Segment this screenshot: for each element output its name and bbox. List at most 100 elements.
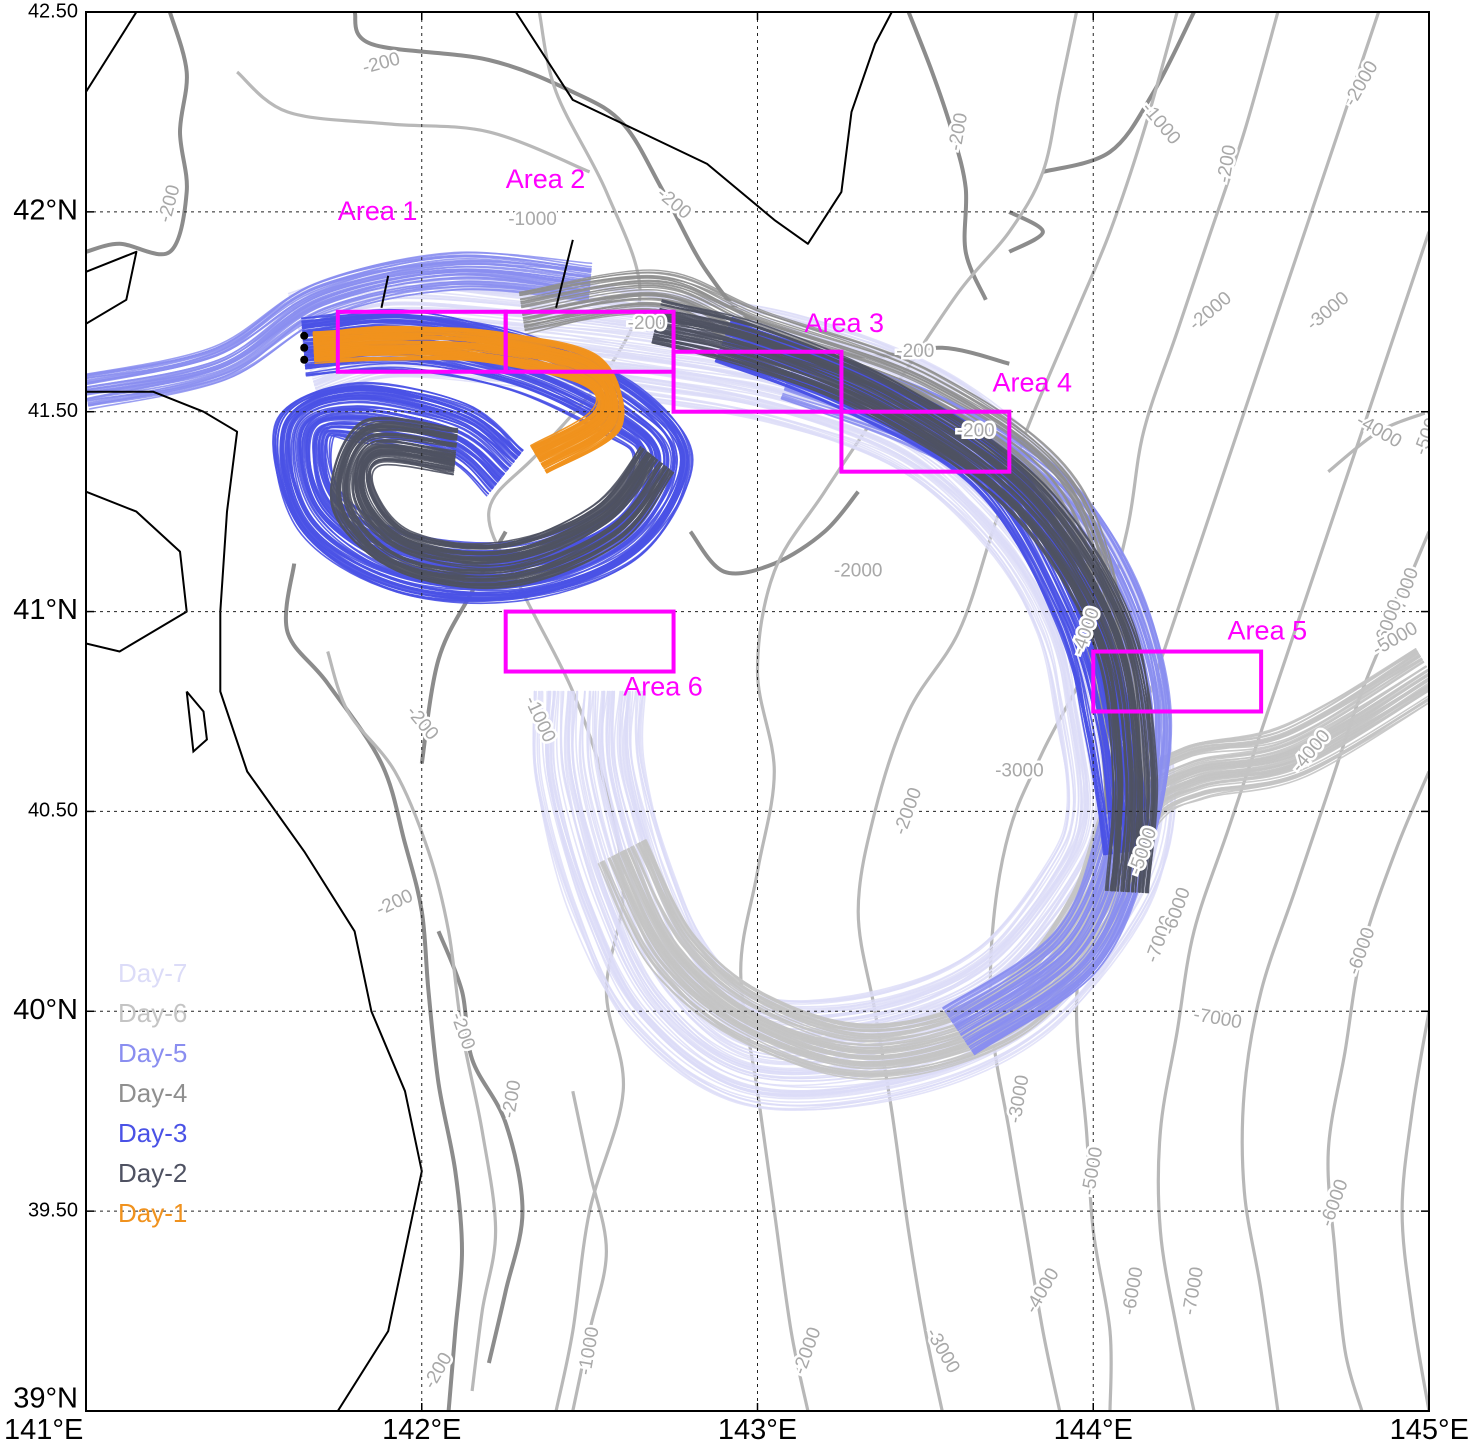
trajectory-line bbox=[658, 313, 1143, 893]
trajectory-line bbox=[86, 273, 590, 394]
trajectory-line bbox=[86, 252, 593, 376]
trajectory-line bbox=[358, 446, 652, 559]
trajectory-line bbox=[356, 443, 656, 561]
shallow-contour-line bbox=[86, 12, 189, 257]
legend-entry: Day-7 bbox=[118, 958, 187, 988]
release-point bbox=[300, 331, 309, 340]
contour-label: -1000 bbox=[508, 209, 557, 230]
area-box bbox=[503, 309, 676, 374]
trajectory-line bbox=[313, 348, 607, 455]
trajectories-day-1 bbox=[312, 325, 625, 474]
legend-entry: Day-5 bbox=[118, 1038, 187, 1068]
trajectory-line bbox=[645, 649, 1418, 1029]
coastline-segment bbox=[86, 250, 138, 325]
y-tick-label: 41°N bbox=[13, 594, 78, 626]
area-label: Area 6 bbox=[623, 672, 703, 702]
area-label: Area 5 bbox=[1228, 616, 1308, 646]
deep-contour-line bbox=[1327, 410, 1429, 473]
shallow-contour-line bbox=[283, 563, 464, 1411]
trajectory-line bbox=[313, 342, 617, 466]
deep-contour-line bbox=[1326, 770, 1429, 1411]
trajectory-line bbox=[313, 345, 609, 459]
trajectory-line bbox=[651, 341, 1115, 892]
y-tick-label: 39.50 bbox=[28, 1199, 78, 1221]
coastline-segment bbox=[86, 490, 188, 653]
trajectory-line bbox=[616, 678, 1429, 1058]
deep-contour-line bbox=[571, 1090, 608, 1411]
trajectory-line bbox=[333, 420, 671, 587]
legend-entry: Day-1 bbox=[118, 1198, 187, 1228]
trajectory-line bbox=[86, 277, 590, 396]
y-tick-label: 42°N bbox=[13, 195, 78, 227]
coastline-segment bbox=[86, 12, 138, 93]
trajectory-line bbox=[658, 310, 1148, 893]
x-tick-label: 144°E bbox=[1054, 1414, 1133, 1441]
trajectory-line bbox=[654, 328, 1128, 892]
deep-contour-line bbox=[988, 12, 1280, 1411]
shallow-contour-line bbox=[906, 12, 988, 301]
legend: Day-7 Day-6 Day-5 Day-4 Day-3 Day-2 Day-1 bbox=[118, 958, 187, 1228]
legend-entry: Day-2 bbox=[118, 1158, 187, 1188]
x-tick-label: 145°E bbox=[1390, 1414, 1469, 1441]
deep-contour-line bbox=[487, 12, 642, 1411]
area-label: Area 2 bbox=[506, 164, 586, 194]
legend-entry: Day-3 bbox=[118, 1118, 187, 1148]
area-label: Area 3 bbox=[805, 308, 885, 338]
contour-label: -200 bbox=[628, 313, 666, 334]
contour-label: -3000 bbox=[995, 760, 1044, 781]
trajectory-line bbox=[86, 260, 592, 379]
deep-contour-line bbox=[856, 12, 1179, 1411]
release-point bbox=[300, 355, 309, 364]
area-label: Area 4 bbox=[993, 368, 1073, 398]
legend-entry: Day-6 bbox=[118, 998, 187, 1028]
area-leader-line bbox=[380, 275, 390, 308]
contour-label: -2000 bbox=[834, 561, 883, 582]
trajectory-line bbox=[343, 428, 667, 580]
trajectory-line bbox=[654, 329, 1128, 892]
trajectory-line bbox=[660, 303, 1155, 894]
trajectory-line bbox=[312, 325, 624, 474]
deep-contour-line bbox=[1240, 530, 1429, 1411]
deep-contour-line bbox=[236, 70, 591, 174]
deep-contour-line bbox=[1156, 231, 1429, 1411]
y-tick-label: 40.50 bbox=[28, 800, 78, 822]
contour-label: -200 bbox=[957, 421, 995, 442]
release-points bbox=[300, 331, 309, 364]
x-tick-label: 141°E bbox=[4, 1414, 83, 1441]
trajectory-line bbox=[313, 337, 616, 466]
area-box bbox=[671, 349, 844, 414]
trajectory-line bbox=[334, 422, 672, 586]
deep-contour-line bbox=[326, 650, 498, 1392]
island-outline bbox=[185, 690, 208, 754]
trajectory-line bbox=[314, 351, 603, 454]
trajectory-line bbox=[313, 342, 611, 462]
lat-lon-grid bbox=[86, 12, 1429, 1411]
contour-label: -200 bbox=[896, 341, 934, 362]
x-tick-label: 142°E bbox=[382, 1414, 461, 1441]
trajectory-line bbox=[715, 359, 1107, 856]
trajectory-line bbox=[365, 448, 645, 550]
trajectory-line bbox=[659, 309, 1151, 893]
area-boxes: Area 1 Area 2 Area 3 Area 4 Area 5 Area 6 bbox=[335, 164, 1308, 714]
y-tick-label: 40°N bbox=[13, 994, 78, 1026]
release-point bbox=[300, 343, 309, 352]
trajectory-line bbox=[652, 337, 1120, 892]
contour-label: -200 bbox=[945, 111, 972, 152]
trajectory-line bbox=[369, 447, 644, 549]
trajectory-line bbox=[659, 308, 1150, 893]
coastline-segment bbox=[514, 12, 893, 245]
trajectory-line bbox=[360, 451, 648, 554]
deep-contour-line bbox=[739, 12, 1079, 1411]
trajectory-line bbox=[86, 261, 591, 384]
trajectory-line bbox=[661, 300, 1157, 894]
shallow-contour-line bbox=[436, 930, 525, 1364]
trajectory-line bbox=[314, 355, 601, 449]
y-tick-label: 39°N bbox=[13, 1383, 78, 1415]
area-box bbox=[1091, 649, 1264, 714]
trajectory-line bbox=[346, 434, 663, 572]
shallow-contour-line bbox=[688, 490, 860, 576]
area-box bbox=[839, 409, 1012, 474]
area-label: Area 1 bbox=[338, 196, 418, 226]
area-leader-line bbox=[555, 239, 574, 309]
